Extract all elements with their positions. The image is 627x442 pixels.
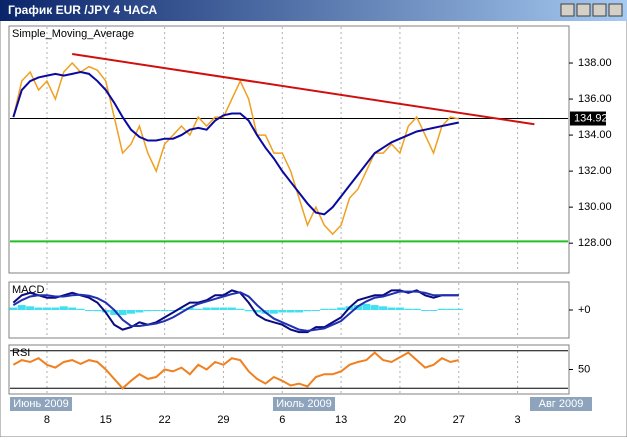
panel-title: RSI xyxy=(12,347,30,359)
x-tick-label: 27 xyxy=(453,414,465,426)
trend-line xyxy=(72,53,535,126)
main-panel xyxy=(8,25,570,274)
y-tick-label: 50 xyxy=(578,363,590,375)
histogram-bar xyxy=(9,307,18,310)
histogram-bar xyxy=(303,310,312,312)
y-tick-label: 128.00 xyxy=(578,237,612,249)
button[interactable] xyxy=(560,3,575,17)
histogram-bar xyxy=(110,310,119,315)
x-tick-label: 29 xyxy=(217,414,229,426)
histogram-bar xyxy=(202,307,211,310)
histogram-bar xyxy=(236,308,245,310)
histogram-bar xyxy=(337,307,346,310)
histogram-bar xyxy=(404,308,413,310)
y-tick-label: 136.00 xyxy=(578,93,612,105)
y-tick-label: 132.00 xyxy=(578,165,612,177)
histogram-bar xyxy=(311,310,320,311)
series-line xyxy=(12,290,459,332)
x-tick-label: 22 xyxy=(159,414,171,426)
histogram-bar xyxy=(244,310,253,312)
histogram-bar xyxy=(127,310,136,314)
histogram-bar xyxy=(51,307,60,310)
histogram-bar xyxy=(429,310,438,311)
histogram-bar xyxy=(160,310,169,312)
x-tick-label: 3 xyxy=(515,414,521,426)
histogram-bar xyxy=(328,308,337,310)
histogram-bar xyxy=(253,310,262,313)
histogram-bar xyxy=(59,306,68,310)
month-label: Июль 2009 xyxy=(276,398,332,410)
histogram-bar xyxy=(219,307,228,310)
series-line xyxy=(12,351,459,390)
histogram-bar xyxy=(370,305,379,310)
x-tick-label: 20 xyxy=(394,414,406,426)
histogram-bar xyxy=(152,310,161,311)
histogram-bar xyxy=(17,305,26,310)
month-label: Июнь 2009 xyxy=(13,398,69,410)
histogram-bar xyxy=(68,307,77,310)
histogram-bar xyxy=(362,303,371,310)
x-tick-label: 15 xyxy=(100,414,112,426)
y-tick-label: 134.00 xyxy=(578,129,612,141)
histogram-bar xyxy=(118,310,127,315)
title-bar xyxy=(0,0,627,21)
histogram-bar xyxy=(42,307,51,310)
histogram-bar xyxy=(227,307,236,310)
y-tick-label: 130.00 xyxy=(578,201,612,213)
histogram-bar xyxy=(211,307,220,310)
histogram-bar xyxy=(177,308,186,310)
x-tick-label: 13 xyxy=(335,414,347,426)
series-line xyxy=(12,61,459,236)
month-box xyxy=(530,397,592,411)
histogram-bar xyxy=(295,310,304,313)
histogram-bar xyxy=(387,307,396,310)
histogram-bar xyxy=(421,310,430,311)
histogram-bar xyxy=(135,310,144,313)
y-tick-label: 138.00 xyxy=(578,57,612,69)
window-buttons[interactable] xyxy=(560,3,623,17)
histogram-bar xyxy=(437,308,446,310)
button[interactable] xyxy=(592,3,607,17)
panel-title: Simple_Moving_Average xyxy=(12,28,134,40)
series-line xyxy=(12,289,459,334)
panel-title: MACD xyxy=(12,284,44,296)
histogram-bar xyxy=(169,310,178,311)
histogram-bar xyxy=(412,308,421,310)
histogram-bar xyxy=(320,308,329,310)
histogram-bar xyxy=(395,307,404,310)
histogram-bar xyxy=(379,306,388,310)
month-box xyxy=(273,397,335,411)
button[interactable] xyxy=(608,3,623,17)
histogram-bar xyxy=(278,310,287,313)
histogram-bar xyxy=(93,310,102,312)
histogram-bar xyxy=(84,310,93,311)
histogram-bar xyxy=(194,308,203,310)
series-line xyxy=(12,71,459,216)
window-title: График EUR /JPY 4 ЧАСА xyxy=(8,3,158,17)
price-label: 134.92 xyxy=(574,112,608,124)
histogram-bar xyxy=(143,310,152,312)
button[interactable] xyxy=(576,3,591,17)
histogram-bar xyxy=(34,307,43,310)
x-tick-label: 6 xyxy=(279,414,285,426)
histogram-bar xyxy=(26,306,35,310)
histogram-bar xyxy=(446,308,455,310)
x-tick-label: 8 xyxy=(44,414,50,426)
histogram-bar xyxy=(76,308,85,310)
month-box xyxy=(10,397,72,411)
y-tick-label: +0 xyxy=(578,304,591,316)
histogram-bar xyxy=(269,310,278,314)
histogram-bar xyxy=(286,310,295,313)
month-label: Авг 2009 xyxy=(539,398,584,410)
histogram-bar xyxy=(185,307,194,310)
histogram-bar xyxy=(454,308,463,310)
price-box xyxy=(570,111,606,126)
